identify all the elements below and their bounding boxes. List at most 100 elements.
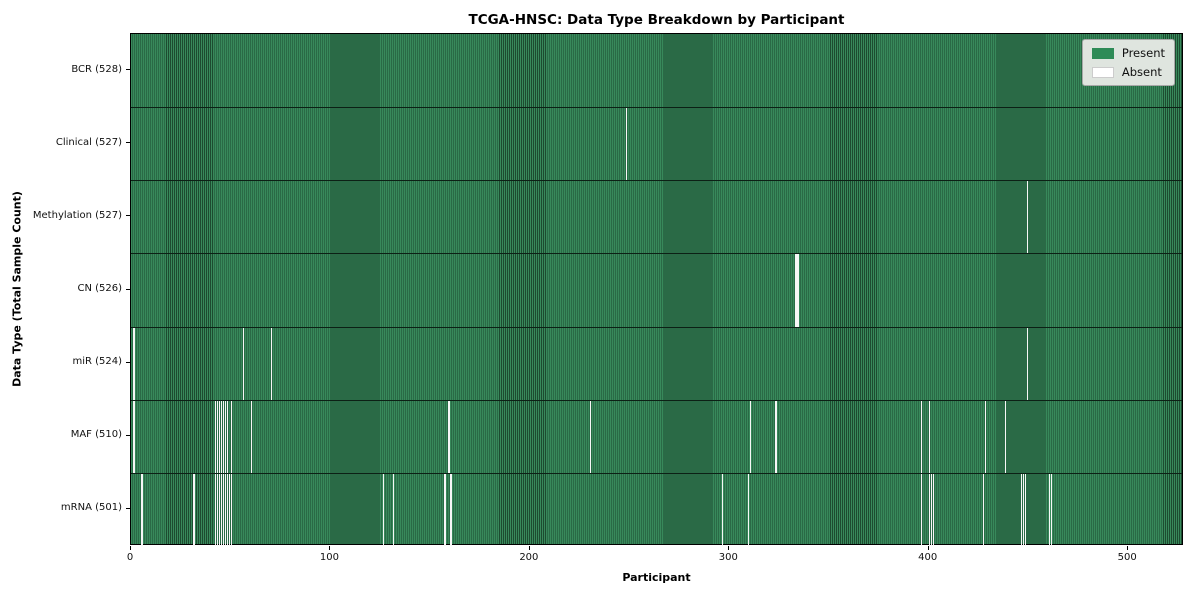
absent-mark-mrna-160	[450, 472, 452, 546]
absent-mark-maf-46	[223, 399, 225, 473]
x-tick-mark	[528, 546, 530, 550]
absent-mark-mrna-400	[929, 472, 931, 546]
absent-mark-mrna-446	[1020, 472, 1023, 546]
plot-area: Present Absent	[130, 33, 1183, 546]
absent-mark-mrna-461	[1050, 472, 1053, 546]
absent-mark-mrna-131	[392, 472, 394, 546]
absent-mark-maf-48	[227, 399, 229, 473]
row-cn	[131, 253, 1182, 327]
absent-mark-maf-230	[589, 399, 592, 473]
absent-mark-maf-50	[231, 399, 233, 473]
y-tick-mark	[126, 288, 130, 290]
y-tick-mark	[126, 69, 130, 71]
y-tick-label-maf: MAF (510)	[70, 429, 122, 441]
absent-mark-maf-44	[219, 399, 221, 473]
y-tick-mark	[126, 215, 130, 217]
y-tick-mark	[126, 434, 130, 436]
absent-mark-mrna-296	[721, 472, 724, 546]
legend-label-present: Present	[1121, 46, 1165, 60]
legend-item-absent: Absent	[1091, 65, 1165, 79]
absent-mark-maf-43	[217, 399, 219, 473]
x-tick-label-300: 300	[718, 552, 738, 563]
row-separator	[131, 253, 1182, 255]
absent-mark-mrna-460	[1048, 472, 1051, 546]
x-tick-mark	[927, 546, 929, 550]
absent-mark-maf-47	[225, 399, 227, 473]
row-methylation	[131, 180, 1182, 254]
absent-mark-mir-56	[242, 326, 245, 400]
y-tick-label-clinical: Clinical (527)	[55, 136, 122, 148]
row-separator	[131, 180, 1182, 182]
present-swatch	[1091, 47, 1114, 59]
absent-mark-mrna-5	[141, 472, 143, 546]
y-tick-mark	[126, 142, 130, 144]
absent-mark-maf-396	[921, 399, 923, 473]
row-separator	[131, 472, 1182, 474]
absent-mark-maf-60	[250, 399, 253, 473]
chart-title: TCGA-HNSC: Data Type Breakdown by Partic…	[468, 12, 845, 28]
absent-mark-maf-1	[133, 399, 135, 473]
y-tick-label-methylation: Methylation (527)	[32, 209, 122, 221]
absent-mark-maf-400	[929, 399, 931, 473]
y-tick-mark	[126, 361, 130, 363]
absent-swatch	[1091, 66, 1114, 78]
x-tick-label-0: 0	[126, 552, 134, 563]
absent-mark-mrna-157	[444, 472, 446, 546]
absent-mark-mrna-49	[229, 472, 231, 546]
absent-mark-mrna-309	[747, 472, 749, 546]
row-clinical	[131, 107, 1182, 181]
absent-mark-cn-334	[797, 253, 799, 327]
absent-mark-mrna-31	[193, 472, 195, 546]
x-tick-mark	[1127, 546, 1129, 550]
absent-mark-mrna-46	[223, 472, 225, 546]
x-tick-mark	[130, 546, 131, 550]
absent-mark-maf-310	[749, 399, 751, 473]
absent-mark-mrna-401	[931, 472, 933, 546]
absent-mark-maf-428	[984, 399, 987, 473]
x-axis-label: Participant	[622, 571, 691, 584]
absent-mark-maf-42	[215, 399, 217, 473]
absent-mark-mrna-47	[225, 472, 227, 546]
absent-mark-mir-70	[270, 326, 273, 400]
row-maf	[131, 399, 1182, 473]
absent-mark-mrna-45	[221, 472, 223, 546]
absent-mark-mir-449	[1026, 326, 1029, 400]
y-tick-label-bcr: BCR (528)	[71, 63, 122, 75]
x-tick-label-200: 200	[519, 552, 539, 563]
y-tick-mark	[126, 507, 130, 509]
x-tick-label-100: 100	[319, 552, 339, 563]
absent-mark-cn-333	[795, 253, 797, 327]
legend-item-present: Present	[1091, 46, 1165, 60]
absent-mark-methylation-449	[1026, 180, 1029, 254]
absent-mark-mrna-43	[217, 472, 219, 546]
absent-mark-mrna-42	[215, 472, 217, 546]
absent-mark-maf-323	[775, 399, 777, 473]
legend-label-absent: Absent	[1121, 65, 1162, 79]
absent-mark-maf-438	[1004, 399, 1007, 473]
row-bcr	[131, 34, 1182, 107]
row-separator	[131, 326, 1182, 328]
absent-mark-mrna-44	[219, 472, 221, 546]
x-tick-mark	[329, 546, 331, 550]
x-tick-label-500: 500	[1117, 552, 1137, 563]
absent-mark-mrna-402	[933, 472, 935, 546]
absent-mark-mrna-396	[921, 472, 923, 546]
absent-mark-mrna-126	[382, 472, 384, 546]
absent-mark-clinical-248	[625, 107, 628, 181]
absent-mark-mrna-50	[231, 472, 233, 546]
legend: Present Absent	[1081, 39, 1175, 86]
row-mrna	[131, 472, 1182, 546]
x-tick-mark	[728, 546, 730, 550]
row-mir	[131, 326, 1182, 400]
row-separator	[131, 107, 1182, 109]
absent-mark-mrna-48	[227, 472, 229, 546]
absent-mark-mrna-447	[1022, 472, 1025, 546]
y-tick-label-mir: miR (524)	[72, 356, 122, 368]
y-tick-label-mrna: mRNA (501)	[60, 502, 122, 514]
absent-mark-maf-45	[221, 399, 223, 473]
absent-mark-mrna-448	[1024, 472, 1027, 546]
absent-mark-mrna-427	[982, 472, 985, 546]
x-tick-label-400: 400	[918, 552, 938, 563]
absent-mark-maf-159	[448, 399, 450, 473]
